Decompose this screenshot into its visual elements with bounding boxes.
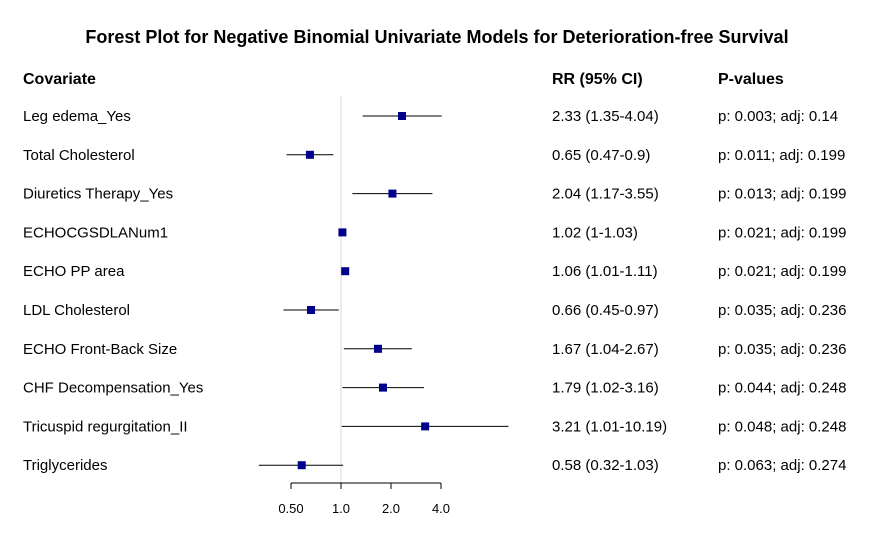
covariate-label: CHF Decompensation_Yes	[23, 380, 203, 397]
chart-title: Forest Plot for Negative Binomial Univar…	[85, 27, 788, 47]
covariate-label: Triglycerides	[23, 457, 107, 474]
rr-ci-text: 0.58 (0.32-1.03)	[552, 457, 659, 474]
forest-row: LDL Cholesterol 0.66 (0.45-0.97) p: 0.035;…	[23, 302, 846, 319]
rr-ci-text: 3.21 (1.01-10.19)	[552, 418, 667, 435]
rr-ci-text: 1.67 (1.04-2.67)	[552, 341, 659, 358]
rr-ci-text: 1.02 (1-1.03)	[552, 224, 638, 241]
covariate-label: ECHO Front-Back Size	[23, 341, 177, 358]
p-value-text: p: 0.048; adj: 0.248	[718, 418, 846, 435]
tick-label: 4.0	[432, 501, 450, 516]
rr-marker	[305, 150, 314, 159]
covariate-label: Total Cholesterol	[23, 147, 135, 164]
x-axis: 0.50 1.0 2.0 4.0	[278, 482, 450, 516]
rr-marker	[297, 461, 306, 470]
forest-rows: Leg edema_Yes 2.33 (1.35-4.04) p: 0.003; a…	[23, 96, 846, 483]
p-value-text: p: 0.003; adj: 0.14	[718, 108, 838, 125]
tick-label: 2.0	[382, 501, 400, 516]
rr-marker	[373, 344, 382, 353]
p-value-text: p: 0.035; adj: 0.236	[718, 302, 846, 319]
rr-header: RR (95% CI)	[552, 71, 643, 88]
covariate-label: Diuretics Therapy_Yes	[23, 186, 173, 203]
forest-row: Total Cholesterol 0.65 (0.47-0.9) p: 0.011…	[23, 147, 845, 164]
forest-row: Tricuspid regurgitation_II 3.21 (1.01-10.…	[23, 418, 846, 435]
rr-marker	[307, 306, 316, 314]
covariate-label: ECHO PP area	[23, 263, 125, 280]
rr-ci-text: 0.66 (0.45-0.97)	[552, 302, 659, 319]
p-value-text: p: 0.044; adj: 0.248	[718, 380, 846, 397]
covariate-label: ECHOCGSDLANum1	[23, 224, 168, 241]
forest-row: Triglycerides 0.58 (0.32-1.03) p: 0.063; a…	[23, 457, 846, 474]
forest-row: Diuretics Therapy_Yes 2.04 (1.17-3.55) p: …	[23, 186, 846, 203]
covariate-label: Tricuspid regurgitation_II	[23, 418, 188, 435]
rr-ci-text: 1.79 (1.02-3.16)	[552, 380, 659, 397]
p-value-text: p: 0.035; adj: 0.236	[718, 341, 846, 358]
rr-ci-text: 0.65 (0.47-0.9)	[552, 147, 650, 164]
covariate-label: LDL Cholesterol	[23, 302, 130, 319]
p-value-text: p: 0.063; adj: 0.274	[718, 457, 846, 474]
tick-label: 0.50	[278, 501, 303, 516]
forest-row: Leg edema_Yes 2.33 (1.35-4.04) p: 0.003; a…	[23, 108, 838, 125]
rr-marker	[341, 267, 350, 276]
covariate-label: Leg edema_Yes	[23, 108, 131, 125]
forest-row: ECHOCGSDLANum1 1.02 (1-1.03) p: 0.021; adj…	[23, 224, 846, 241]
p-value-text: p: 0.021; adj: 0.199	[718, 263, 846, 280]
pvalues-header: P-values	[718, 71, 784, 88]
rr-marker	[388, 189, 397, 198]
rr-marker	[421, 422, 430, 431]
p-value-text: p: 0.021; adj: 0.199	[718, 224, 846, 241]
forest-row: ECHO PP area 1.06 (1.01-1.11) p: 0.021; ad…	[23, 263, 846, 280]
rr-marker	[338, 228, 347, 237]
rr-ci-text: 2.33 (1.35-4.04)	[552, 108, 659, 125]
p-value-text: p: 0.013; adj: 0.199	[718, 186, 846, 203]
forest-row: ECHO Front-Back Size 1.67 (1.04-2.67) p: 0…	[23, 341, 846, 358]
rr-ci-text: 2.04 (1.17-3.55)	[552, 186, 659, 203]
rr-ci-text: 1.06 (1.01-1.11)	[552, 263, 658, 280]
tick-label: 1.0	[332, 501, 350, 516]
covariate-header: Covariate	[23, 71, 96, 88]
forest-row: CHF Decompensation_Yes 1.79 (1.02-3.16) p:…	[23, 380, 846, 397]
p-value-text: p: 0.011; adj: 0.199	[718, 147, 845, 164]
rr-marker	[398, 112, 407, 120]
rr-marker	[378, 383, 387, 392]
